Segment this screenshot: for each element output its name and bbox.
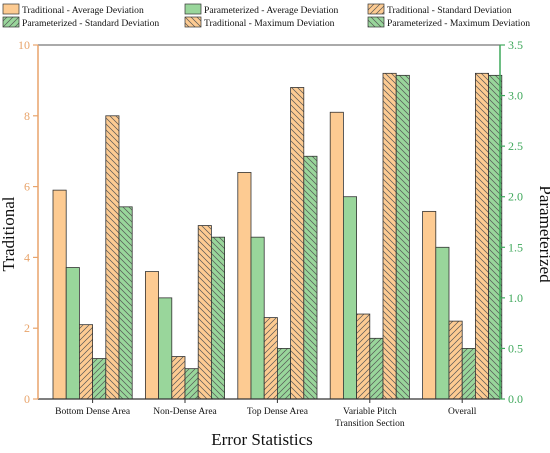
legend-label: Parameterized - Standard Deviation bbox=[22, 18, 159, 29]
category-label: Non-Dense Area bbox=[153, 407, 217, 417]
left-tick-label: 0 bbox=[24, 392, 30, 406]
bar bbox=[144, 271, 159, 400]
bar bbox=[79, 324, 94, 400]
right-tick-label: 0.5 bbox=[508, 341, 523, 355]
bar bbox=[210, 236, 225, 400]
category-label: Bottom Dense Area bbox=[55, 407, 131, 417]
legend-label: Traditional - Average Deviation bbox=[22, 5, 144, 16]
bar bbox=[65, 267, 80, 400]
bar bbox=[369, 337, 384, 400]
right-tick-label: 2.0 bbox=[508, 190, 523, 204]
right-tick-label: 3.0 bbox=[508, 89, 523, 103]
bar bbox=[422, 210, 437, 400]
bar bbox=[461, 348, 476, 400]
legend: Traditional - Average Deviation Parameter… bbox=[2, 3, 530, 29]
bar bbox=[448, 320, 463, 400]
left-tick-label: 2 bbox=[24, 321, 30, 335]
bar bbox=[342, 196, 357, 400]
bar bbox=[184, 368, 199, 400]
left-tick-label: 10 bbox=[18, 38, 30, 52]
legend-label: Parameterized - Average Deviation bbox=[204, 5, 339, 16]
legend-swatch bbox=[184, 3, 202, 15]
category-label: Variable Pitch bbox=[343, 407, 397, 417]
bar bbox=[197, 225, 212, 400]
category-label: Overall bbox=[448, 407, 477, 417]
bar bbox=[290, 87, 305, 400]
x-axis-ticks: Bottom Dense Area Non-Dense Area Top Dense… bbox=[55, 399, 477, 429]
bar bbox=[435, 246, 450, 400]
bar bbox=[250, 236, 265, 400]
category-label: Top Dense Area bbox=[247, 407, 309, 417]
legend-label: Parameterized - Maximum Deviation bbox=[387, 18, 530, 29]
bar bbox=[303, 155, 318, 400]
bar bbox=[92, 358, 107, 400]
bar bbox=[356, 313, 371, 400]
category-label: Transition Section bbox=[335, 419, 405, 429]
bar bbox=[263, 317, 278, 400]
bar bbox=[171, 356, 186, 400]
bar bbox=[118, 206, 133, 400]
legend-swatch bbox=[2, 16, 20, 28]
left-tick-label: 6 bbox=[24, 180, 30, 194]
x-axis-title: Error Statistics bbox=[211, 430, 313, 449]
legend-swatch bbox=[184, 16, 202, 28]
bar bbox=[382, 72, 397, 400]
left-tick-label: 8 bbox=[24, 109, 30, 123]
legend-swatch bbox=[2, 3, 20, 15]
bars-group bbox=[52, 72, 503, 400]
right-tick-label: 1.0 bbox=[508, 291, 523, 305]
legend-label: Traditional - Standard Deviation bbox=[387, 5, 512, 16]
left-tick-label: 4 bbox=[24, 250, 30, 264]
bar bbox=[276, 348, 291, 400]
bar bbox=[237, 172, 252, 400]
left-axis-title: Traditional bbox=[0, 196, 18, 271]
bar bbox=[395, 74, 410, 400]
bar bbox=[105, 115, 120, 400]
left-axis-ticks: 0 2 4 6 8 10 bbox=[18, 38, 38, 406]
bar bbox=[158, 297, 173, 400]
bar bbox=[474, 72, 489, 400]
bar bbox=[329, 111, 344, 400]
legend-label: Traditional - Maximum Deviation bbox=[204, 18, 335, 29]
legend-swatch bbox=[367, 16, 385, 28]
right-tick-label: 2.5 bbox=[508, 139, 523, 153]
right-axis-title: Parameterized bbox=[536, 185, 550, 283]
right-tick-label: 0.0 bbox=[508, 392, 523, 406]
right-axis-ticks: 0.0 0.5 1.0 1.5 2.0 2.5 3.0 3.5 bbox=[500, 38, 523, 406]
right-tick-label: 3.5 bbox=[508, 38, 523, 52]
bar bbox=[52, 189, 67, 400]
right-tick-label: 1.5 bbox=[508, 240, 523, 254]
legend-swatch bbox=[367, 3, 385, 15]
